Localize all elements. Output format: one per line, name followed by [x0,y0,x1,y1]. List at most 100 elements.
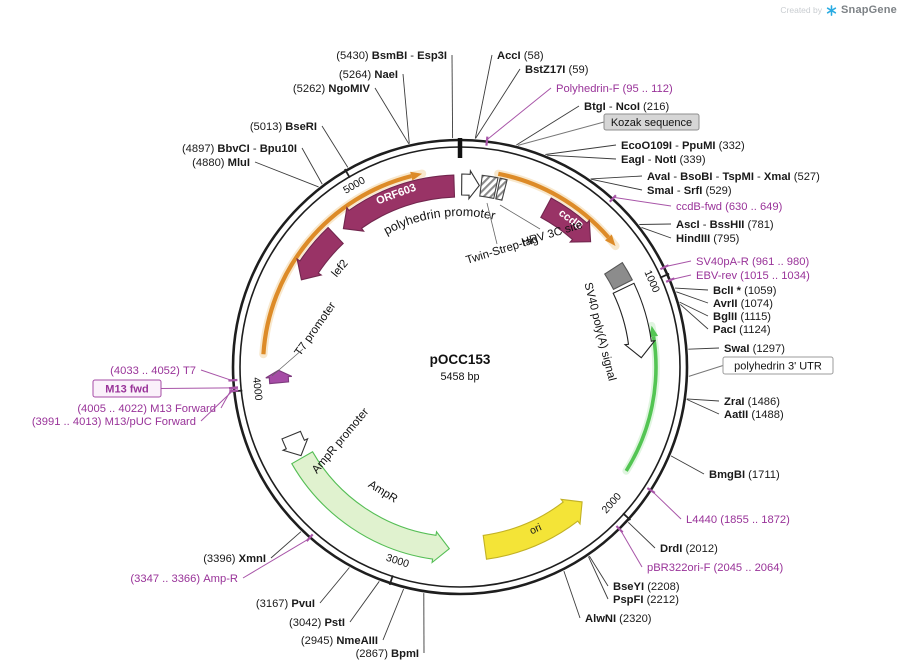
callout-EcoO109I-PpuMI[interactable]: EcoO109I - PpuMI (332) [545,140,745,155]
svg-text:BclI * (1059): BclI * (1059) [713,285,777,297]
callout-BbvCI-Bpu10I[interactable]: (4897) BbvCI - Bpu10I [182,143,323,185]
feature-lef2[interactable] [296,226,344,281]
label-lef2[interactable]: lef2 [330,258,351,280]
feature-AmpR-promoter-arrow[interactable] [281,430,309,457]
label-box-m13-fwd[interactable]: M13 fwd [92,379,238,398]
callout-DrdI[interactable]: DrdI (2012) [627,521,718,555]
pointer-line-2 [271,348,304,377]
callout-BclI[interactable]: BclI * (1059) [674,285,777,297]
callout-EBV-rev[interactable]: EBV-rev (1015 .. 1034) [665,270,810,283]
feature-ccdB[interactable]: ccdB [540,197,592,243]
svg-text:L4440 (1855 .. 1872): L4440 (1855 .. 1872) [686,514,790,526]
callout-AlwNI[interactable]: AlwNI (2320) [563,570,652,625]
callout-PacI[interactable]: PacI (1124) [680,304,771,336]
svg-text:pBR322ori-F (2045 .. 2064): pBR322ori-F (2045 .. 2064) [647,562,783,574]
primer-site-tick [608,194,617,203]
svg-text:(5262) NgoMIV: (5262) NgoMIV [293,83,371,95]
callout-AatII[interactable]: AatII (1488) [686,398,784,421]
callout-AvaI-BsoBI-TspMI-XmaI[interactable]: AvaI - BsoBI - TspMI - XmaI (527) [590,171,821,183]
svg-text:(3347 .. 3366) Amp-R: (3347 .. 3366) Amp-R [130,573,238,585]
callout-SwaI[interactable]: SwaI (1297) [688,343,785,355]
svg-text:BstZ17I (59): BstZ17I (59) [525,64,589,76]
callout-Amp-R[interactable]: (3347 .. 3366) Amp-R [130,533,314,585]
svg-text:(3396) XmnI: (3396) XmnI [203,553,266,565]
svg-text:(5264) NaeI: (5264) NaeI [339,69,398,81]
callout-L4440[interactable]: L4440 (1855 .. 1872) [646,487,790,526]
callout-AscI-BssHII[interactable]: AscI - BssHII (781) [639,219,774,231]
callout-BseRI[interactable]: (5013) BseRI [250,121,349,168]
callout-MluI[interactable]: (4880) MluI [192,157,319,188]
svg-text:(2945) NmeAIII: (2945) NmeAIII [301,635,378,647]
label-polyhedrin-promoter[interactable]: polyhedrin promoter [381,205,496,238]
callout-HindIII[interactable]: HindIII (795) [641,226,740,245]
feature-polyhedrin-promoter-arrow[interactable] [461,168,480,201]
label-box-polyhedrin-3-utr[interactable]: polyhedrin 3' UTR [688,356,834,377]
feature-homology-arc-right[interactable] [494,169,620,251]
callout-AvrII[interactable]: AvrII (1074) [676,291,773,310]
svg-text:AmpR promoter: AmpR promoter [310,406,371,476]
callout-Polyhedrin-F[interactable]: Polyhedrin-F (95 .. 112) [485,83,673,146]
callout-SV40pA-R[interactable]: SV40pA-R (961 .. 980) [659,256,809,271]
callout-EagI-NotI[interactable]: EagI - NotI (339) [547,154,706,166]
callout-AccI[interactable]: AccI (58) [474,50,544,139]
feature-hrv-3c-site-box[interactable] [495,177,508,201]
pointer-line-0 [486,202,498,245]
primer-site-tick [228,386,238,390]
callout-NgoMIV[interactable]: (5262) NgoMIV [293,83,410,145]
primer-site-tick [615,525,624,534]
callout-PspFI[interactable]: PspFI (2212) [587,556,679,606]
callout-BsmBI-Esp3I[interactable]: (5430) BsmBI - Esp3I [336,50,454,139]
label-ampr[interactable]: AmpR [366,479,399,506]
callout-M13-pUC-Forward[interactable]: (3991 .. 4013) M13/pUC Forward [32,389,239,428]
callout-BseYI[interactable]: BseYI (2208) [588,555,680,593]
label-ampr-promoter[interactable]: AmpR promoter [310,406,371,476]
feature-AmpR[interactable] [291,451,451,564]
svg-text:HindIII (795): HindIII (795) [676,233,740,245]
callout-BtgI-NcoI[interactable]: BtgI - NcoI (216) [516,101,669,146]
svg-text:3000: 3000 [384,552,410,571]
svg-text:ZraI (1486): ZraI (1486) [724,396,780,408]
callout-ZraI[interactable]: ZraI (1486) [686,396,780,408]
feature-SV40-polyA-signal[interactable] [612,282,656,359]
callout-PvuI[interactable]: (3167) PvuI [256,567,350,611]
feature-T7-promoter-arrow[interactable] [265,369,293,385]
callout-BstZ17I[interactable]: BstZ17I (59) [475,64,589,139]
callout-BpmI[interactable]: (2867) BpmI [356,593,425,660]
snapgene-watermark: Created by SnapGene [780,4,897,16]
svg-text:(4880) MluI: (4880) MluI [192,157,250,169]
svg-text:AatII (1488): AatII (1488) [724,409,784,421]
svg-text:AmpR: AmpR [366,479,399,506]
svg-text:(5430) BsmBI - Esp3I: (5430) BsmBI - Esp3I [336,50,447,62]
feature-gray-box[interactable] [603,261,634,291]
label-sv40-polya[interactable]: SV40 poly(A) signal [581,281,617,382]
callout-PstI[interactable]: (3042) PstI [289,581,380,629]
callout-T7[interactable]: (4033 .. 4052) T7 [110,365,238,382]
callout-BmgBI[interactable]: BmgBI (1711) [670,455,780,481]
callout-NaeI[interactable]: (5264) NaeI [339,69,410,144]
feature-utr-arc-right[interactable] [622,321,660,475]
label-t7-promoter[interactable]: T7 promoter [293,300,339,358]
svg-text:ccdB-fwd (630 .. 649): ccdB-fwd (630 .. 649) [676,201,783,213]
snapgene-brand-text: SnapGene [840,4,897,16]
feature-twin-strep-tag-box[interactable] [479,174,499,200]
tick-2000: 2000 [600,490,632,521]
feature-ori[interactable]: ori [482,498,583,560]
callout-BglII[interactable]: BglII (1115) [679,301,772,323]
svg-text:SV40pA-R (961 .. 980): SV40pA-R (961 .. 980) [696,256,809,268]
callout-SmaI-SrfI[interactable]: SmaI - SrfI (529) [590,178,732,197]
feature-homology-arc-left[interactable] [259,169,427,359]
callout-pBR322ori-F[interactable]: pBR322ori-F (2045 .. 2064) [615,525,783,574]
callout-ccdB-fwd[interactable]: ccdB-fwd (630 .. 649) [608,194,783,213]
snapgene-logo-icon [826,4,837,16]
svg-text:lef2: lef2 [330,258,351,280]
svg-text:SV40 poly(A) signal: SV40 poly(A) signal [581,281,617,382]
svg-text:polyhedrin promoter: polyhedrin promoter [381,205,496,238]
callout-XmnI[interactable]: (3396) XmnI [203,531,302,565]
callout-NmeAIII[interactable]: (2945) NmeAIII [301,588,405,647]
label-box-kozak-sequence[interactable]: Kozak sequence [517,113,700,146]
svg-text:Polyhedrin-F (95 .. 112): Polyhedrin-F (95 .. 112) [556,83,673,95]
svg-text:AvrII (1074): AvrII (1074) [713,298,773,310]
svg-text:SmaI - SrfI (529): SmaI - SrfI (529) [647,185,732,197]
